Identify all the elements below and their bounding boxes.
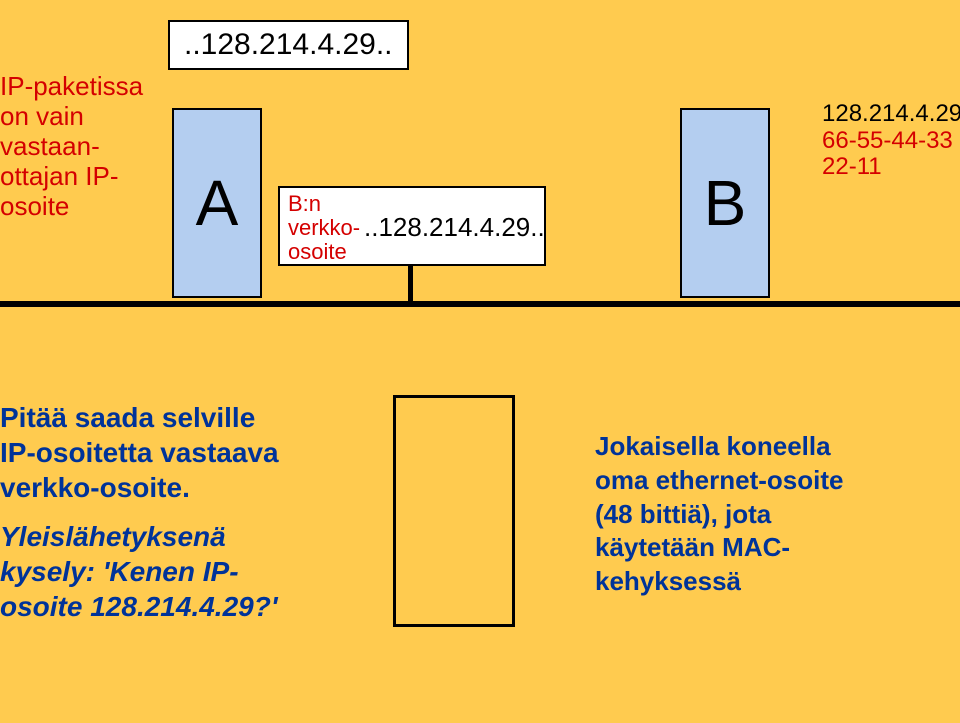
top-left-note: IP-paketissa on vain vastaan- ottajan IP… xyxy=(0,72,175,221)
bottom-left-note: Pitää saada selville IP-osoitetta vastaa… xyxy=(0,400,360,624)
host-a: A xyxy=(172,108,262,298)
host-b-label: B xyxy=(704,166,747,240)
line: Jokaisella koneella xyxy=(595,430,960,464)
right-mac-l2: 22-11 xyxy=(822,154,960,180)
right-addresses: 128.214.4.29 66-55-44-33 22-11 xyxy=(822,100,960,181)
ip-address-box-top: ..128.214.4.29.. xyxy=(168,20,409,70)
yellow-rect xyxy=(393,395,515,627)
bn-ip: ..128.214.4.29.. xyxy=(364,212,545,243)
line: Pitää saada selville xyxy=(0,400,360,435)
line: kysely: 'Kenen IP- xyxy=(0,554,360,589)
line: Yleislähetyksenä xyxy=(0,519,360,554)
network-bus xyxy=(0,301,960,307)
line: oma ethernet-osoite xyxy=(595,464,960,498)
line: verkko-osoite. xyxy=(0,470,360,505)
line: käytetään MAC- xyxy=(595,531,960,565)
spacer xyxy=(0,505,360,519)
line: on vain xyxy=(0,102,175,132)
bn-label-l3: osoite xyxy=(288,240,536,264)
bottom-right-note: Jokaisella koneella oma ethernet-osoite … xyxy=(595,430,960,599)
line: IP-paketissa xyxy=(0,72,175,102)
line: osoite xyxy=(0,192,175,222)
host-b: B xyxy=(680,108,770,298)
line: osoite 128.214.4.29?' xyxy=(0,589,360,624)
host-a-label: A xyxy=(196,166,239,240)
bn-network-address-box: B:n verkko- osoite ..128.214.4.29.. xyxy=(278,186,546,266)
right-mac-l1: 66-55-44-33 xyxy=(822,128,960,154)
right-ip: 128.214.4.29 xyxy=(822,100,960,128)
line: kehyksessä xyxy=(595,565,960,599)
line: (48 bittiä), jota xyxy=(595,498,960,532)
line: IP-osoitetta vastaava xyxy=(0,435,360,470)
drop-line-bn xyxy=(408,266,413,301)
line: ottajan IP- xyxy=(0,162,175,192)
line: vastaan- xyxy=(0,132,175,162)
